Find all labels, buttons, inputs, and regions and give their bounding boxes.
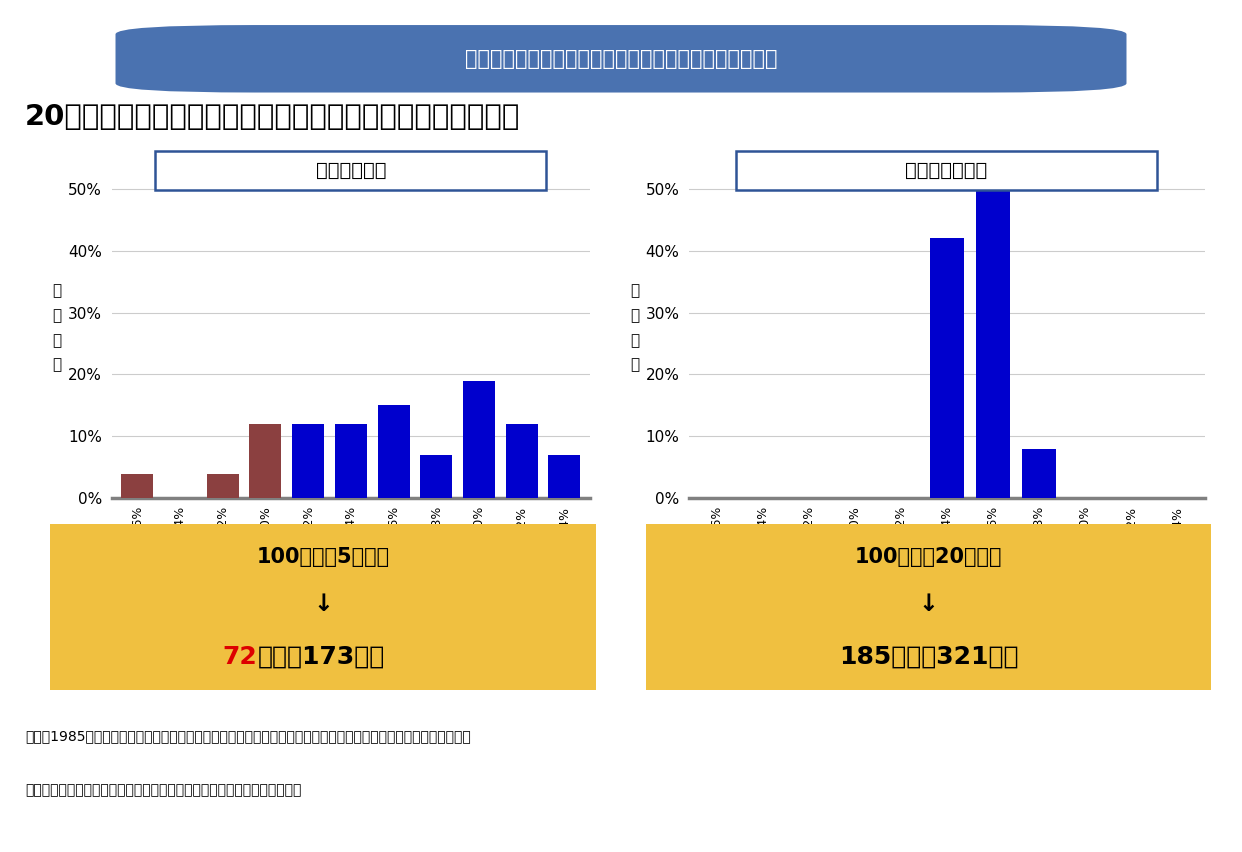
Text: 72: 72 xyxy=(222,645,257,669)
Bar xyxy=(930,239,964,498)
Bar xyxy=(463,381,496,498)
FancyBboxPatch shape xyxy=(155,151,546,189)
Bar xyxy=(548,455,580,498)
Text: 100万円が20年後に: 100万円が20年後に xyxy=(854,547,1002,567)
Text: 保有期間５年: 保有期間５年 xyxy=(315,161,386,180)
Bar xyxy=(122,474,154,498)
Text: 20年の保有期間では、投賄収益率２～８％（年率）に収敷。: 20年の保有期間では、投賄収益率２～８％（年率）に収敷。 xyxy=(25,103,520,131)
Text: 万円～173万円: 万円～173万円 xyxy=(257,645,385,669)
Text: （注）1985年以降の各年に、毎月同額ずつ国内外の株式・債券の買付けを行ったもの。各年の買付け後、保有期間: （注）1985年以降の各年に、毎月同額ずつ国内外の株式・債券の買付けを行ったもの… xyxy=(25,729,471,743)
Text: 国内外の株式・債券に分散投賄した場合の収益率の分布: 国内外の株式・債券に分散投賄した場合の収益率の分布 xyxy=(465,49,777,69)
FancyBboxPatch shape xyxy=(737,151,1156,189)
Bar xyxy=(378,406,410,498)
Text: が経過した時点での時価をもとに運用結果及び年率を算出している。: が経過した時点での時価をもとに運用結果及び年率を算出している。 xyxy=(25,783,302,797)
Bar xyxy=(335,424,366,498)
Text: 100万円が5年後に: 100万円が5年後に xyxy=(256,547,390,567)
Text: 185万円～321万円: 185万円～321万円 xyxy=(838,645,1018,669)
Bar xyxy=(420,455,452,498)
Bar xyxy=(505,424,538,498)
Y-axis label: 出
現
頻
度: 出 現 頻 度 xyxy=(52,284,62,372)
FancyBboxPatch shape xyxy=(39,521,607,694)
Y-axis label: 出
現
頻
度: 出 現 頻 度 xyxy=(630,284,640,372)
Bar xyxy=(250,424,282,498)
FancyBboxPatch shape xyxy=(635,521,1222,694)
Text: ↓: ↓ xyxy=(919,592,938,616)
FancyBboxPatch shape xyxy=(116,25,1126,93)
Bar xyxy=(292,424,324,498)
Text: 保有期間２０年: 保有期間２０年 xyxy=(905,161,987,180)
Text: ↓: ↓ xyxy=(313,592,333,616)
Bar xyxy=(206,474,238,498)
Bar xyxy=(976,188,1010,498)
Bar xyxy=(1022,449,1057,498)
